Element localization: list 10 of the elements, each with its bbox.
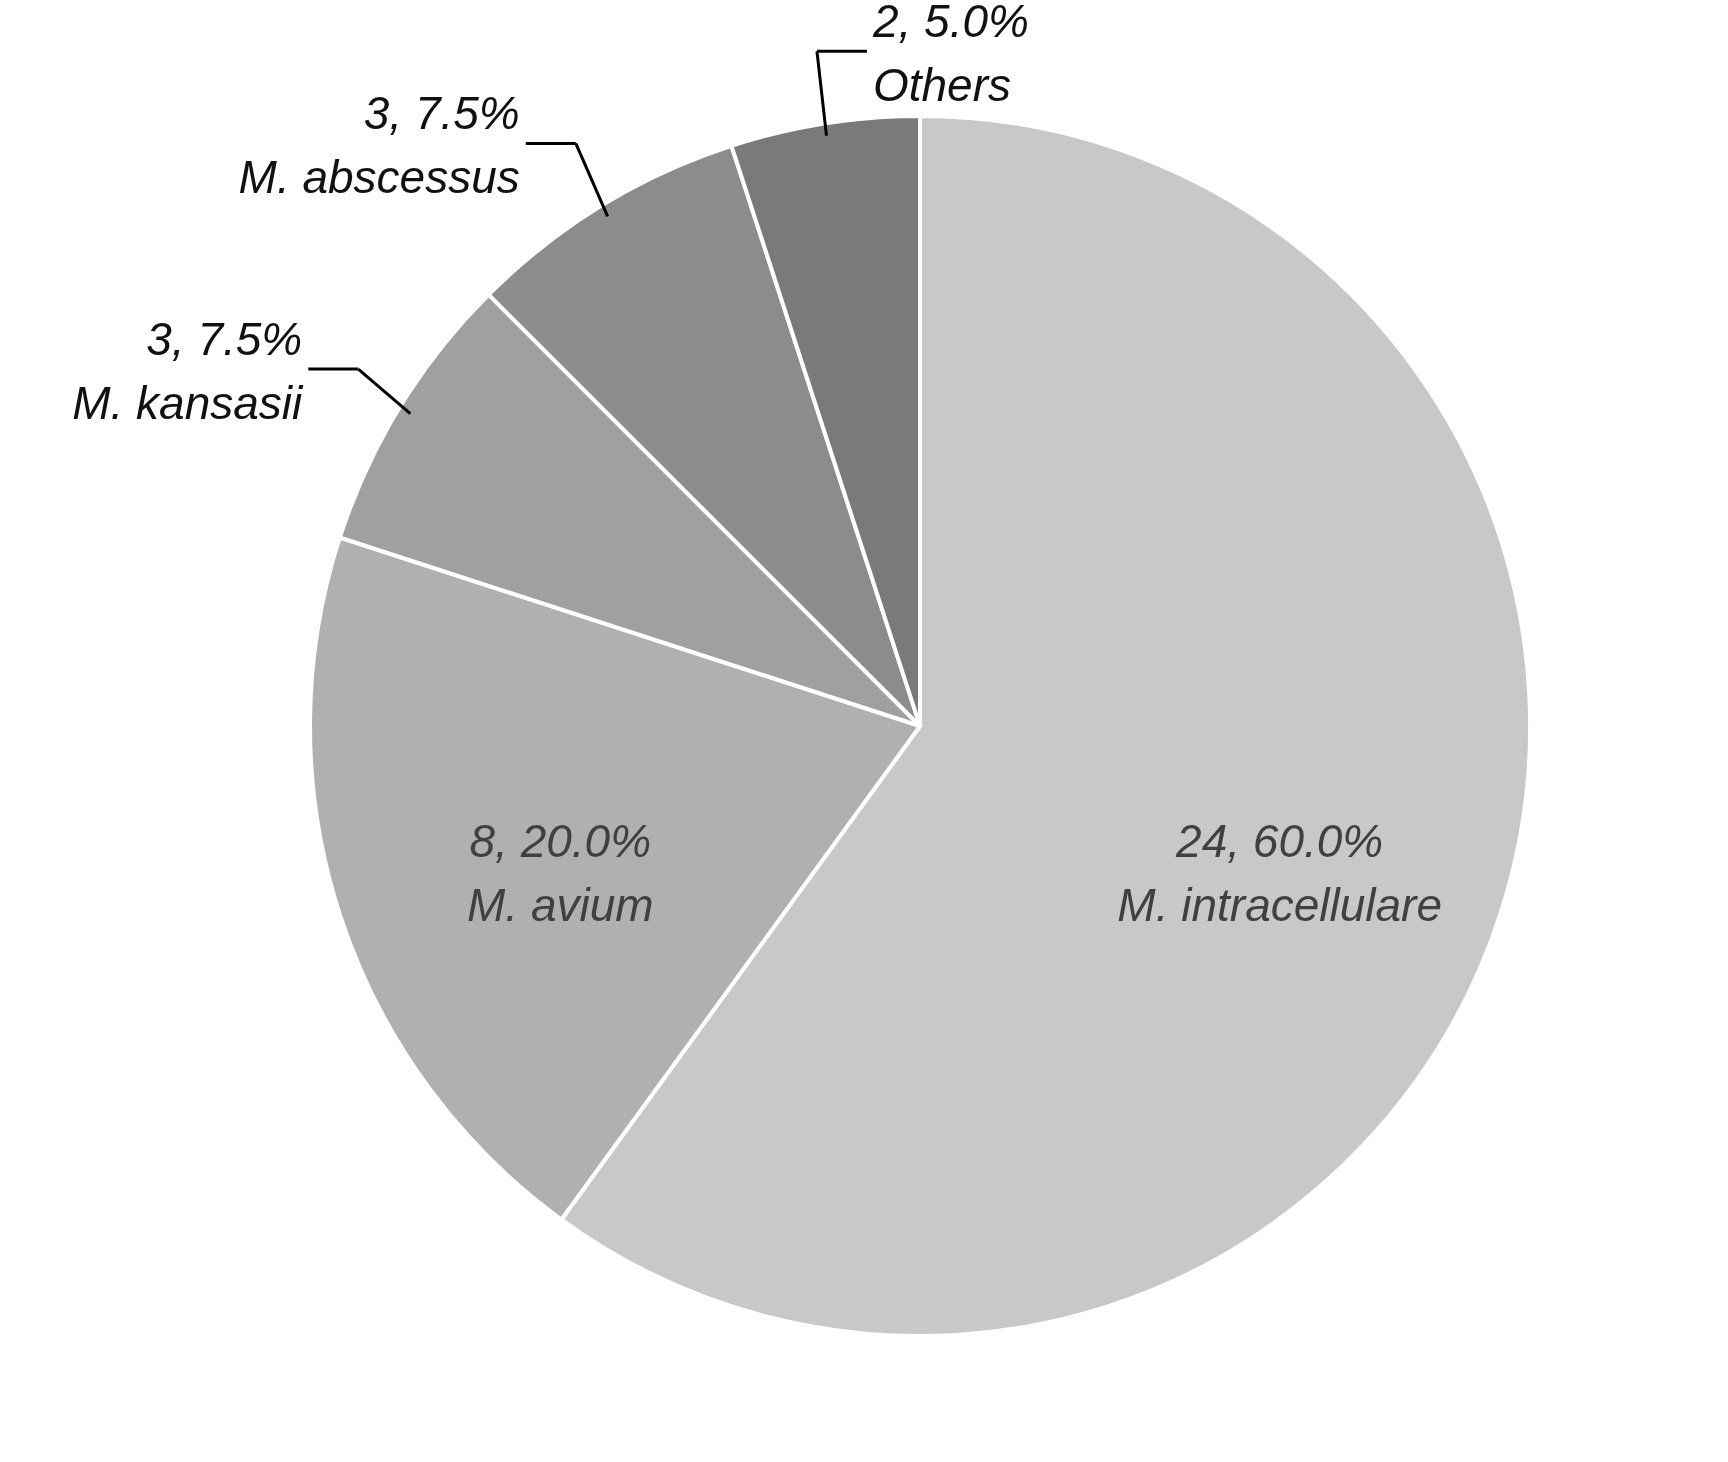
data-label: 24, 60.0% [1175, 814, 1384, 867]
slice-label: M. kansasii [72, 377, 305, 430]
data-label: 3, 7.5% [146, 313, 303, 366]
slice-label: M. intracellulare [1117, 878, 1443, 931]
slice-label: M. abscessus [238, 151, 520, 204]
data-label: 3, 7.5% [363, 87, 520, 140]
slice-label: Others [872, 59, 1011, 112]
slice-label: M. avium [467, 878, 654, 931]
data-label: 8, 20.0% [469, 814, 652, 867]
data-label: 2, 5.0% [871, 0, 1029, 48]
